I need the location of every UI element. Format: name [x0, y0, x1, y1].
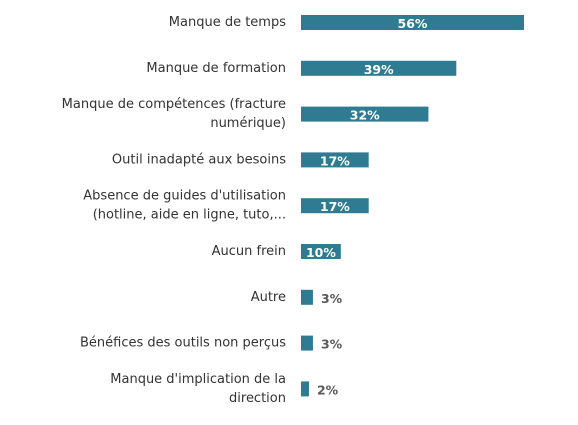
category-label: Outil inadapté aux besoins	[112, 152, 286, 167]
value-label: 17%	[320, 199, 350, 214]
bar	[301, 15, 524, 30]
bar	[301, 289, 313, 305]
bars	[301, 15, 524, 397]
category-label: (hotline, aide en ligne, tuto,...	[93, 208, 286, 223]
bar	[301, 198, 369, 214]
category-label: numérique)	[210, 116, 286, 131]
category-label: Manque de temps	[169, 15, 286, 30]
value-label: 39%	[364, 62, 394, 77]
category-label: Autre	[251, 290, 286, 305]
bar	[301, 106, 429, 122]
bar	[301, 381, 309, 397]
category-label: direction	[229, 391, 286, 406]
value-label: 17%	[320, 153, 350, 168]
value-label: 3%	[321, 291, 343, 306]
category-label: Aucun frein	[212, 244, 286, 259]
category-label: Manque d'implication de la	[110, 372, 286, 387]
category-label: Manque de formation	[146, 61, 286, 76]
category-labels: Manque de temps Manque de formation Manque…	[62, 15, 287, 406]
value-label: 10%	[306, 245, 336, 260]
category-label: Bénéfices des outils non perçus	[80, 336, 286, 351]
value-label: 56%	[398, 16, 428, 31]
bar	[301, 244, 341, 259]
value-label: 2%	[317, 382, 339, 397]
category-label: Absence de guides d'utilisation	[83, 189, 286, 204]
value-label: 32%	[350, 108, 380, 123]
value-labels: 56% 39% 32% 17% 17% 10% 3% 3% 2%	[306, 16, 428, 397]
bar	[301, 152, 369, 168]
bar	[301, 60, 457, 76]
bar	[301, 335, 313, 351]
value-label: 3%	[321, 337, 343, 352]
category-label: Manque de compétences (fracture	[62, 97, 286, 112]
